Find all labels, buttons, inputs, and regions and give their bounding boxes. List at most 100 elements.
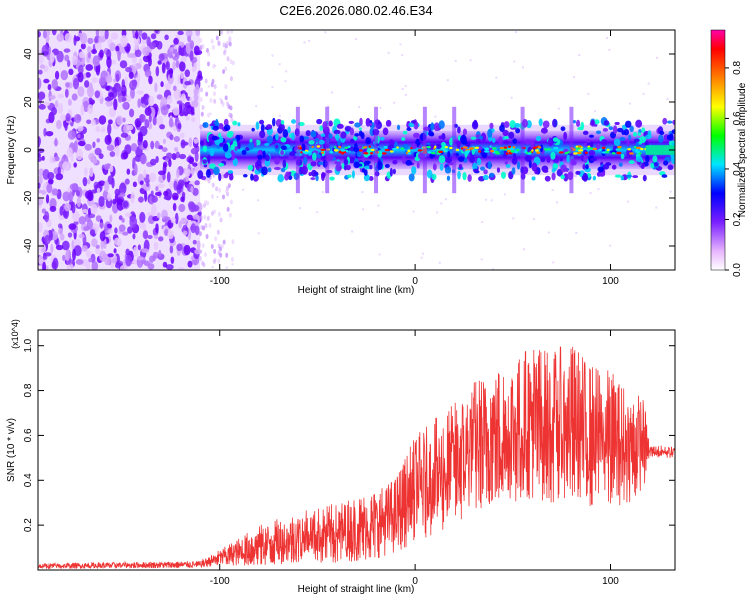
noise-cell [38, 182, 41, 189]
edge-cell [213, 98, 217, 104]
signal-cell [628, 160, 635, 165]
edge-cell [230, 117, 234, 123]
hot-cell [417, 149, 423, 152]
noise-cell [87, 178, 91, 185]
noise-cell [152, 116, 157, 126]
snr-ytick-label: 0.4 [23, 473, 34, 487]
signal-cell [514, 122, 521, 128]
sparse-cell [454, 59, 457, 62]
noise-cell [108, 107, 116, 118]
signal-cell [672, 119, 675, 125]
noise-cell [127, 226, 133, 234]
edge-cell [214, 236, 218, 242]
edge-cell [224, 66, 228, 72]
edge-cell [226, 185, 230, 191]
signal-cell [550, 152, 556, 160]
signal-cell [260, 123, 265, 133]
signal-cell [223, 118, 229, 127]
noise-cell [192, 239, 197, 245]
hot-cell [320, 148, 326, 152]
noise-cell [119, 264, 128, 270]
signal-cell [287, 126, 291, 134]
signal-cell [538, 118, 543, 127]
hot-cell [514, 150, 518, 154]
signal-cell [237, 122, 241, 127]
signal-cell [411, 143, 418, 150]
noise-cell [85, 71, 91, 78]
hot-cell [503, 146, 508, 149]
signal-cell [608, 126, 614, 131]
noise-cell [106, 223, 113, 229]
noise-cell [111, 257, 118, 264]
edge-cell [226, 56, 230, 62]
noise-cell [68, 223, 77, 230]
hot-cell [606, 148, 610, 152]
signal-cell [666, 120, 673, 124]
noise-cell [115, 45, 120, 52]
signal-cell [412, 132, 420, 139]
sparse-cell [231, 263, 234, 266]
spectrogram-ytick-label: -40 [23, 238, 34, 253]
edge-cell [210, 243, 214, 249]
noise-cell [106, 144, 115, 151]
snr-xtick-label: 0 [412, 576, 418, 587]
signal-cell [476, 157, 482, 166]
signal-cell [345, 164, 351, 171]
signal-cell [272, 117, 276, 127]
noise-cell [51, 79, 58, 90]
noise-cell [125, 66, 133, 73]
noise-cell [169, 47, 174, 52]
signal-cell [462, 171, 467, 181]
signal-cell [582, 130, 589, 136]
signal-cell [349, 138, 355, 143]
signal-cell [223, 124, 231, 131]
noise-cell [184, 81, 192, 86]
signal-cell [535, 135, 542, 142]
sparse-cell [629, 102, 632, 105]
signal-cell [667, 164, 674, 171]
snr-xtick-label: 100 [602, 576, 619, 587]
noise-cell [180, 71, 185, 80]
hot-cell [448, 146, 453, 150]
noise-cell [130, 142, 138, 152]
edge-cell [203, 214, 207, 220]
signal-cell [241, 149, 247, 155]
noise-cell [175, 151, 180, 159]
signal-cell [444, 166, 452, 174]
edge-cell [226, 101, 230, 107]
sparse-cell [513, 60, 516, 63]
noise-cell [59, 206, 64, 216]
signal-cell [310, 161, 317, 167]
signal-cell [335, 163, 342, 172]
noise-cell [169, 180, 174, 189]
signal-cell [625, 174, 632, 178]
signal-cell [508, 131, 515, 139]
noise-cell [169, 245, 174, 254]
noise-cell [59, 114, 67, 121]
noise-cell [138, 196, 144, 203]
signal-cell [524, 155, 532, 162]
signal-cell [315, 174, 319, 182]
sparse-cell [573, 175, 576, 178]
noise-cell [190, 105, 195, 115]
noise-cell [179, 132, 185, 139]
noise-cell [88, 191, 94, 202]
noise-cell [124, 76, 128, 88]
noise-cell [48, 95, 56, 100]
signal-cell [333, 129, 341, 135]
edge-cell [226, 30, 230, 35]
hot-cell [576, 147, 581, 150]
signal-cell [366, 147, 372, 156]
signal-cell [317, 161, 324, 165]
signal-cell [462, 128, 468, 136]
noise-cell [130, 87, 135, 99]
signal-cell [611, 164, 617, 170]
hot-cell [611, 152, 616, 155]
noise-cell [189, 40, 195, 50]
noise-cell [196, 240, 201, 250]
noise-cell [94, 147, 102, 156]
signal-cell [351, 170, 355, 179]
hot-cell [616, 151, 622, 155]
sparse-cell [434, 115, 437, 118]
sparse-cell [404, 93, 407, 96]
